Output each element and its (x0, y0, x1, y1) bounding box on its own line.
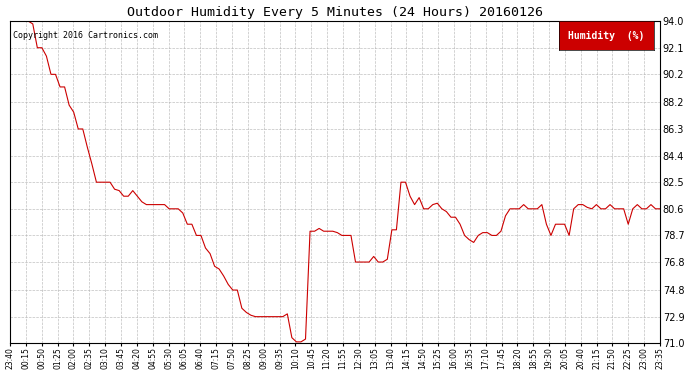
Title: Outdoor Humidity Every 5 Minutes (24 Hours) 20160126: Outdoor Humidity Every 5 Minutes (24 Hou… (127, 6, 543, 18)
Text: Copyright 2016 Cartronics.com: Copyright 2016 Cartronics.com (13, 31, 158, 40)
